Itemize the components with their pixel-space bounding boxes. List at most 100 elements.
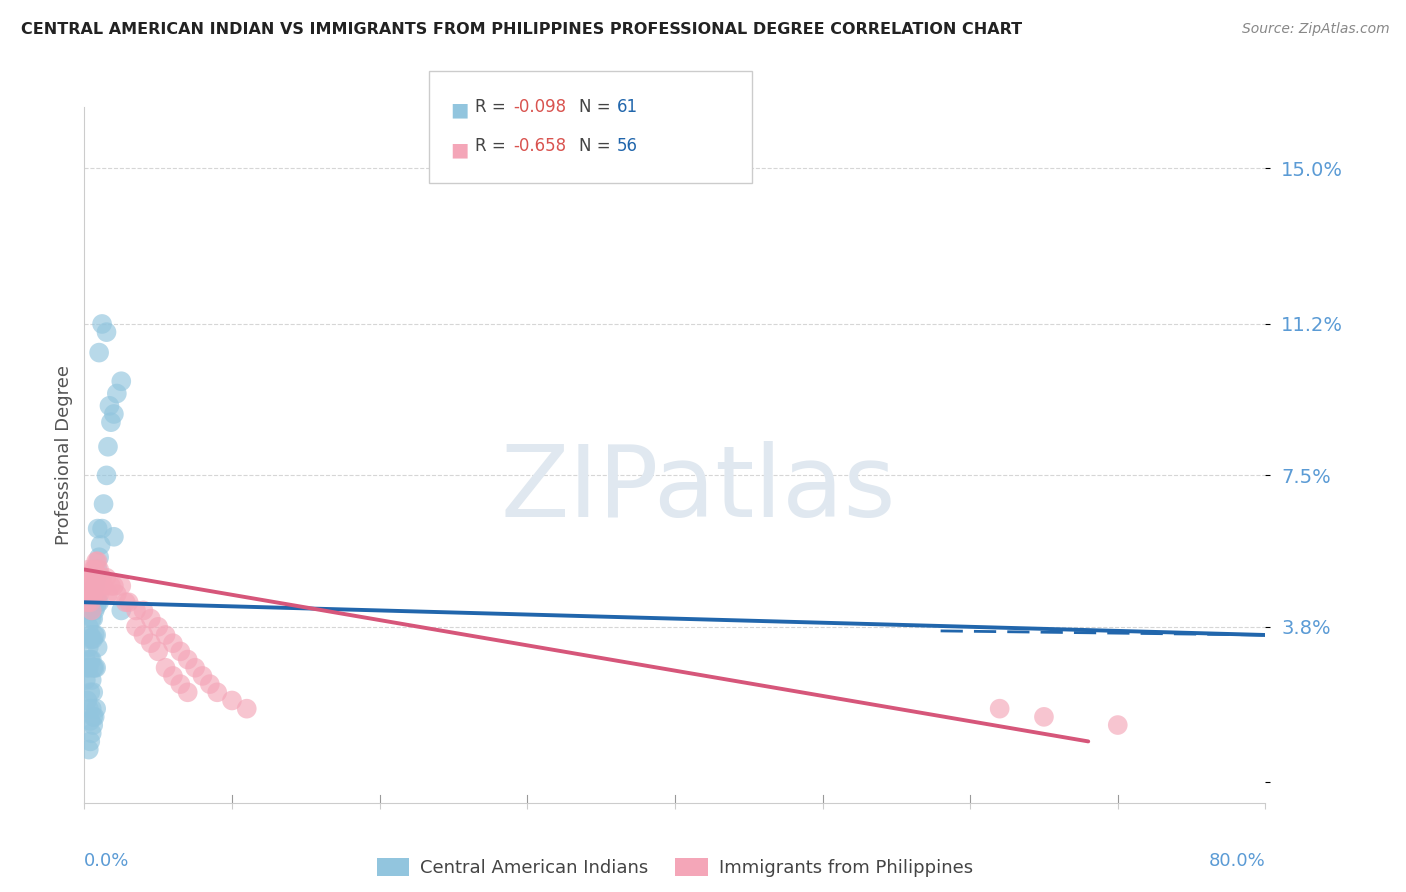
Point — [77, 661, 100, 675]
Text: CENTRAL AMERICAN INDIAN VS IMMIGRANTS FROM PHILIPPINES PROFESSIONAL DEGREE CORRE: CENTRAL AMERICAN INDIAN VS IMMIGRANTS FR… — [21, 22, 1022, 37]
Point — [93, 579, 115, 593]
Point — [83, 562, 105, 576]
Point — [75, 673, 97, 687]
Point — [105, 386, 128, 401]
Point — [80, 571, 103, 585]
Point — [80, 595, 103, 609]
Point — [184, 661, 207, 675]
Point — [125, 603, 148, 617]
Point — [75, 579, 97, 593]
Legend: Central American Indians, Immigrants from Philippines: Central American Indians, Immigrants fro… — [370, 850, 980, 884]
Point — [100, 415, 122, 429]
Point — [103, 407, 125, 421]
Point — [82, 632, 104, 646]
Point — [86, 522, 108, 536]
Point — [86, 554, 108, 568]
Point — [198, 677, 221, 691]
Point — [80, 701, 103, 715]
Point — [80, 603, 103, 617]
Text: Source: ZipAtlas.com: Source: ZipAtlas.com — [1241, 22, 1389, 37]
Point — [205, 685, 228, 699]
Text: -0.098: -0.098 — [513, 98, 567, 116]
Point — [132, 603, 155, 617]
Point — [91, 317, 114, 331]
Point — [77, 562, 100, 576]
Point — [84, 661, 107, 675]
Point — [97, 587, 120, 601]
Point — [91, 571, 114, 585]
Point — [191, 669, 214, 683]
Point — [235, 701, 259, 715]
Point — [82, 710, 104, 724]
Point — [132, 628, 155, 642]
Point — [76, 632, 98, 646]
Point — [82, 562, 104, 576]
Point — [169, 677, 191, 691]
Point — [125, 620, 148, 634]
Point — [77, 620, 100, 634]
Point — [105, 587, 128, 601]
Point — [87, 595, 111, 609]
Point — [79, 603, 101, 617]
Point — [80, 632, 103, 646]
Point — [76, 693, 98, 707]
Point — [84, 579, 107, 593]
Point — [155, 661, 177, 675]
Point — [82, 661, 104, 675]
Point — [79, 571, 101, 585]
Point — [988, 701, 1011, 715]
Point — [96, 571, 118, 585]
Point — [80, 652, 103, 666]
Text: 0.0%: 0.0% — [84, 852, 129, 870]
Point — [82, 685, 104, 699]
Point — [110, 579, 132, 593]
Point — [84, 628, 107, 642]
Point — [75, 652, 97, 666]
Point — [83, 579, 105, 593]
Point — [148, 644, 170, 658]
Point — [77, 640, 100, 655]
Point — [84, 571, 107, 585]
Point — [103, 579, 125, 593]
Point — [86, 562, 108, 576]
Point — [221, 693, 243, 707]
Point — [84, 554, 107, 568]
Point — [79, 685, 101, 699]
Point — [80, 726, 103, 740]
Point — [83, 603, 105, 617]
Point — [86, 595, 108, 609]
Point — [96, 325, 118, 339]
Point — [98, 399, 121, 413]
Point — [96, 468, 118, 483]
Point — [83, 587, 105, 601]
Text: 80.0%: 80.0% — [1209, 852, 1265, 870]
Point — [77, 587, 100, 601]
Point — [77, 742, 100, 756]
Y-axis label: Professional Degree: Professional Degree — [55, 365, 73, 545]
Point — [162, 636, 184, 650]
Point — [83, 710, 105, 724]
Text: ■: ■ — [450, 140, 468, 159]
Point — [79, 734, 101, 748]
Point — [82, 587, 104, 601]
Point — [110, 603, 132, 617]
Point — [79, 595, 101, 609]
Point — [169, 644, 191, 658]
Point — [83, 628, 105, 642]
Point — [139, 612, 162, 626]
Text: ZIPatlas: ZIPatlas — [501, 442, 896, 538]
Point — [79, 652, 101, 666]
Point — [148, 620, 170, 634]
Text: N =: N = — [579, 137, 616, 155]
Point — [162, 669, 184, 683]
Point — [155, 628, 177, 642]
Point — [1032, 710, 1054, 724]
Text: R =: R = — [475, 98, 512, 116]
Point — [77, 701, 100, 715]
Point — [110, 374, 132, 388]
Point — [1107, 718, 1129, 732]
Point — [100, 579, 122, 593]
Point — [76, 661, 98, 675]
Point — [91, 522, 114, 536]
Point — [114, 595, 136, 609]
